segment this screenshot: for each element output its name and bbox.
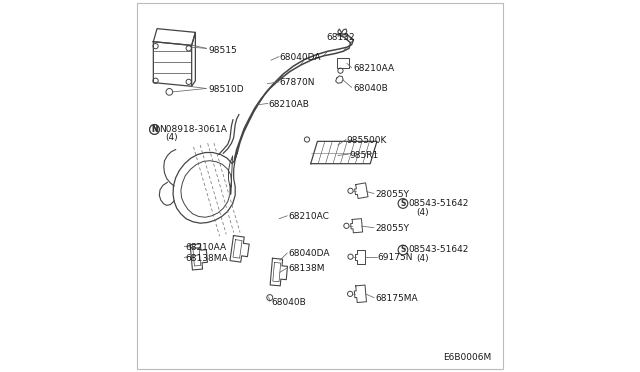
Text: 985500K: 985500K	[346, 136, 387, 145]
Text: E6B0006M: E6B0006M	[443, 353, 491, 362]
Text: 68040DA: 68040DA	[279, 53, 321, 62]
Circle shape	[398, 199, 408, 208]
Text: N: N	[151, 125, 157, 134]
Text: 28055Y: 28055Y	[375, 224, 409, 233]
Text: N: N	[151, 125, 157, 134]
Text: 68210AA: 68210AA	[353, 64, 395, 73]
Circle shape	[398, 245, 408, 255]
Text: 68175MA: 68175MA	[375, 294, 418, 303]
Text: 98515: 98515	[209, 46, 237, 55]
Circle shape	[150, 125, 159, 134]
Text: 68040DA: 68040DA	[289, 249, 330, 258]
Text: S: S	[400, 199, 406, 208]
Text: 68040B: 68040B	[271, 298, 306, 307]
Text: 98510D: 98510D	[209, 85, 244, 94]
Text: 68040B: 68040B	[353, 84, 388, 93]
Text: 69175N: 69175N	[378, 253, 413, 262]
Text: 985R1: 985R1	[349, 151, 378, 160]
Text: 68138M: 68138M	[289, 264, 325, 273]
Text: (4): (4)	[417, 254, 429, 263]
Text: 68138MA: 68138MA	[186, 254, 228, 263]
Text: 28055Y: 28055Y	[375, 190, 409, 199]
Text: (4): (4)	[166, 133, 179, 142]
Text: 08543-51642: 08543-51642	[408, 246, 469, 254]
Text: 68210AC: 68210AC	[289, 212, 329, 221]
Text: 68132: 68132	[326, 33, 355, 42]
Text: 68210AA: 68210AA	[186, 243, 227, 252]
Text: 08543-51642: 08543-51642	[408, 199, 469, 208]
Circle shape	[150, 125, 159, 134]
Text: N08918-3061A: N08918-3061A	[159, 125, 227, 134]
Text: 68210AB: 68210AB	[268, 100, 308, 109]
Text: S: S	[400, 246, 406, 254]
Text: 67870N: 67870N	[279, 78, 315, 87]
Text: (4): (4)	[417, 208, 429, 217]
